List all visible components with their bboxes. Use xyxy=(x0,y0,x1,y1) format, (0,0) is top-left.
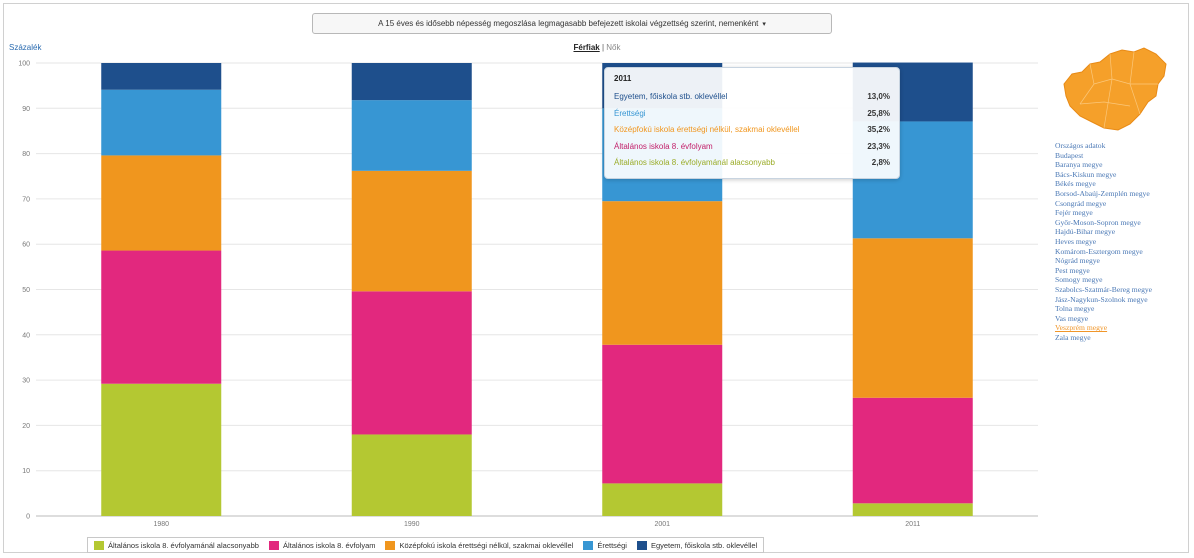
gender-tab-men[interactable]: Férfiak xyxy=(573,43,600,52)
y-tick-label: 60 xyxy=(22,242,30,249)
y-tick-label: 0 xyxy=(26,514,30,521)
hungary-map-icon[interactable] xyxy=(1060,44,1170,134)
region-link[interactable]: Zala megye xyxy=(1055,332,1091,342)
region-link[interactable]: Hajdú-Bihar megye xyxy=(1055,227,1116,237)
x-tick-label: 1990 xyxy=(404,521,420,528)
legend-label: Középfokú iskola érettségi nélkül, szakm… xyxy=(399,540,574,550)
gender-tab-women[interactable]: Nők xyxy=(606,43,621,52)
y-tick-label: 40 xyxy=(22,332,30,339)
y-tick-label: 90 xyxy=(22,106,30,113)
tooltip-row-label: Általános iskola 8. évfolyamánál alacson… xyxy=(614,158,775,167)
chart-tooltip: 2011 Egyetem, főiskola stb. oklevéllel 13… xyxy=(604,67,900,179)
tooltip-row-value: 25,8% xyxy=(867,108,890,118)
bar-segment-1990-s3[interactable] xyxy=(351,100,472,171)
bar-segment-2001-s0[interactable] xyxy=(602,483,723,516)
bar-segment-2011-s1[interactable] xyxy=(852,397,973,504)
region-link[interactable]: Budapest xyxy=(1055,150,1084,160)
region-link[interactable]: Borsod-Abaúj-Zemplén megye xyxy=(1055,188,1150,198)
tooltip-year: 2011 xyxy=(614,74,632,83)
bar-segment-1980-s3[interactable] xyxy=(101,89,222,156)
legend-item[interactable]: Általános iskola 8. évfolyamánál alacson… xyxy=(94,540,259,550)
tooltip-row: Egyetem, főiskola stb. oklevéllel 13,0% xyxy=(614,89,890,106)
legend-label: Érettségi xyxy=(597,540,627,550)
y-tick-label: 70 xyxy=(22,196,30,203)
tooltip-row-value: 23,3% xyxy=(867,141,890,151)
legend-item[interactable]: Középfokú iskola érettségi nélkül, szakm… xyxy=(385,540,574,550)
region-link[interactable]: Békés megye xyxy=(1055,179,1096,189)
chart-legend: Általános iskola 8. évfolyamánál alacson… xyxy=(87,537,765,553)
x-tick-label: 1980 xyxy=(153,521,169,528)
region-link[interactable]: Nógrád megye xyxy=(1055,256,1100,266)
bar-segment-1990-s2[interactable] xyxy=(351,170,472,292)
region-list: Országos adatok Budapest Baranya megye Bács… xyxy=(1055,141,1152,342)
legend-swatch xyxy=(636,540,647,550)
legend-label: Általános iskola 8. évfolyam xyxy=(282,540,376,550)
tooltip-row-value: 2,8% xyxy=(871,158,890,167)
bar-segment-2011-s2[interactable] xyxy=(852,238,973,398)
bar-segment-1980-s2[interactable] xyxy=(101,155,222,251)
gender-toggle: Férfiak | Nők xyxy=(0,43,1194,52)
x-tick-label: 2011 xyxy=(905,521,920,528)
bar-segment-1990-s4[interactable] xyxy=(351,63,472,101)
y-axis-unit-label: Százalék xyxy=(9,43,42,52)
region-link[interactable]: Szabolcs-Szatmár-Bereg megye xyxy=(1055,284,1153,294)
bar-segment-1980-s0[interactable] xyxy=(101,383,222,516)
x-tick-label: 2001 xyxy=(654,521,670,528)
y-tick-label: 80 xyxy=(22,151,30,158)
tooltip-row-label: Középfokú iskola érettségi nélkül, szakm… xyxy=(614,125,800,134)
bar-segment-1990-s1[interactable] xyxy=(351,291,472,435)
y-tick-label: 30 xyxy=(22,378,30,385)
region-link[interactable]: Országos adatok xyxy=(1055,141,1106,150)
y-tick-label: 10 xyxy=(22,468,30,475)
region-link[interactable]: Baranya megye xyxy=(1055,160,1103,170)
dataset-selector[interactable]: A 15 éves és idősebb népesség megoszlása… xyxy=(312,13,832,34)
bar-segment-2001-s2[interactable] xyxy=(602,201,723,345)
tooltip-row: Általános iskola 8. évfolyamánál alacson… xyxy=(614,155,890,172)
region-link[interactable]: Győr-Moson-Sopron megye xyxy=(1055,217,1141,227)
region-link[interactable]: Csongrád megye xyxy=(1055,198,1107,208)
legend-label: Egyetem, főiskola stb. oklevéllel xyxy=(650,540,758,550)
legend-swatch xyxy=(94,540,104,550)
y-tick-label: 50 xyxy=(22,287,30,294)
region-link[interactable]: Somogy megye xyxy=(1055,275,1103,285)
legend-label: Általános iskola 8. évfolyamánál alacson… xyxy=(108,540,259,550)
region-link[interactable]: Komárom-Esztergom megye xyxy=(1055,246,1143,256)
legend-item[interactable]: Érettségi xyxy=(583,540,627,550)
legend-item[interactable]: Egyetem, főiskola stb. oklevéllel xyxy=(636,540,758,550)
region-link[interactable]: Pest megye xyxy=(1055,265,1090,275)
region-link[interactable]: Bács-Kiskun megye xyxy=(1055,169,1117,179)
region-link[interactable]: Vas megye xyxy=(1055,313,1089,323)
region-link[interactable]: Heves megye xyxy=(1055,236,1097,246)
tooltip-row-label: Általános iskola 8. évfolyam xyxy=(614,141,713,151)
tooltip-row: Középfokú iskola érettségi nélkül, szakm… xyxy=(614,122,890,139)
legend-swatch xyxy=(385,540,396,550)
region-link[interactable]: Jász-Nagykun-Szolnok megye xyxy=(1055,294,1148,304)
legend-swatch xyxy=(268,540,279,550)
tooltip-row-value: 35,2% xyxy=(867,125,890,134)
tooltip-row: Általános iskola 8. évfolyam 23,3% xyxy=(614,139,890,156)
tooltip-row-label: Érettségi xyxy=(614,108,646,118)
tooltip-row-value: 13,0% xyxy=(867,92,890,101)
legend-item[interactable]: Általános iskola 8. évfolyam xyxy=(268,540,376,550)
region-link[interactable]: Veszprém megye xyxy=(1055,323,1108,333)
tooltip-row: Érettségi 25,8% xyxy=(614,106,890,123)
bar-segment-2011-s0[interactable] xyxy=(852,503,973,516)
bar-segment-1990-s0[interactable] xyxy=(351,434,472,516)
tooltip-row-label: Egyetem, főiskola stb. oklevéllel xyxy=(614,92,728,101)
y-tick-label: 100 xyxy=(18,61,30,68)
legend-swatch xyxy=(583,540,594,550)
bar-segment-2001-s1[interactable] xyxy=(602,344,723,484)
region-link[interactable]: Tolna megye xyxy=(1055,304,1095,314)
dataset-selector-label: A 15 éves és idősebb népesség megoszlása… xyxy=(378,19,759,28)
chevron-down-icon: ▾ xyxy=(762,20,766,28)
bar-segment-1980-s4[interactable] xyxy=(101,63,222,90)
bar-segment-1980-s1[interactable] xyxy=(101,250,222,384)
region-link[interactable]: Fejér megye xyxy=(1055,208,1093,218)
gender-separator: | xyxy=(601,43,605,52)
y-tick-label: 20 xyxy=(22,423,30,430)
